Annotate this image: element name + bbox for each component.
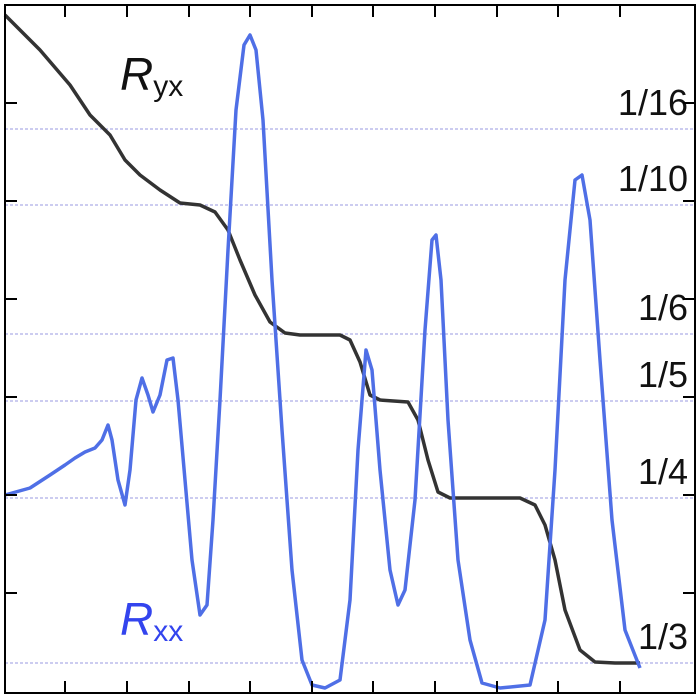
legend-symbol: R <box>120 593 153 645</box>
plateau-label: 1/10 <box>618 158 688 199</box>
legend-subscript: xx <box>153 615 183 648</box>
plot-area: 1/16 1/10 1/6 1/5 1/4 1/3 <box>3 4 696 694</box>
legend-entry: Ryx <box>120 48 183 103</box>
plateau-label: 1/4 <box>638 451 688 492</box>
legend-entry: Rxx <box>120 593 183 648</box>
series-line <box>3 13 640 665</box>
legend-subscript: yx <box>153 70 183 103</box>
legend-symbol: R <box>120 48 153 100</box>
series-line <box>4 33 642 690</box>
plateau-label: 1/3 <box>638 616 688 657</box>
plateau-label: 1/6 <box>638 287 688 328</box>
plateau-label: 1/16 <box>618 82 688 123</box>
plateau-label: 1/5 <box>638 354 688 395</box>
plot-frame <box>4 4 696 694</box>
